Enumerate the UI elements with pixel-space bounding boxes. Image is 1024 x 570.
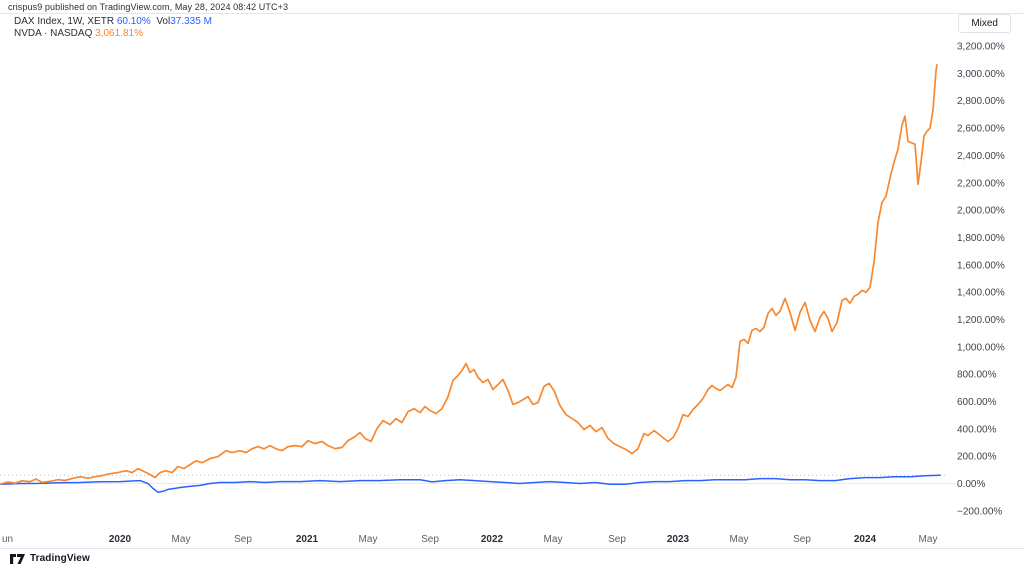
y-tick-label: 1,800.00%: [957, 233, 1005, 244]
y-tick-label: 2,400.00%: [957, 151, 1005, 162]
mixed-scale-button[interactable]: Mixed: [958, 14, 1011, 33]
y-tick-label: 600.00%: [957, 397, 997, 408]
dax-change-value: 60.10%: [116, 16, 151, 27]
x-tick-label: 2021: [296, 534, 319, 545]
grid-layer: [0, 474, 955, 484]
x-tick-label: 2022: [481, 534, 504, 545]
y-tick-label: 200.00%: [957, 452, 997, 463]
x-tick-label: 2024: [854, 534, 877, 545]
x-tick-label: May: [919, 534, 938, 545]
x-tick-label: un: [2, 534, 13, 545]
y-tick-label: 2,000.00%: [957, 206, 1005, 217]
dax-vol-label: Vol: [156, 16, 171, 27]
footer: TradingView: [10, 553, 90, 564]
y-tick-label: 1,200.00%: [957, 315, 1005, 326]
x-tick-label: Sep: [421, 534, 439, 545]
dax-vol-value: 37.335 M: [170, 16, 212, 27]
dax-symbol-title: DAX Index, 1W, XETR: [14, 16, 115, 27]
y-tick-label: 400.00%: [957, 424, 997, 435]
legend: DAX Index, 1W, XETR 60.10% Vol37.335 M N…: [14, 16, 212, 40]
x-tick-label: Sep: [608, 534, 626, 545]
header-divider: [0, 13, 1024, 14]
y-tick-label: 800.00%: [957, 370, 997, 381]
x-tick-label: Sep: [793, 534, 811, 545]
x-tick-label: 2023: [667, 534, 690, 545]
legend-row-dax: DAX Index, 1W, XETR 60.10% Vol37.335 M: [14, 16, 212, 28]
x-tick-label: 2020: [109, 534, 132, 545]
y-tick-label: 2,600.00%: [957, 124, 1005, 135]
x-axis-labels: un 2020 May Sep 2021 May Sep 2022 May Sep 2023 May S…: [2, 534, 937, 545]
y-tick-label: 1,000.00%: [957, 342, 1005, 353]
y-axis-labels: 3,200.00% 3,000.00% 2,800.00% 2,600.00% 2,40…: [957, 42, 1005, 518]
y-tick-label: −200.00%: [957, 506, 1002, 517]
tradingview-brand-link[interactable]: TradingView: [30, 553, 90, 564]
nvda-symbol-title: NVDA · NASDAQ: [14, 28, 93, 39]
x-tick-label: Sep: [234, 534, 252, 545]
x-tick-label: May: [359, 534, 378, 545]
x-tick-label: May: [544, 534, 563, 545]
series-layer: [0, 64, 941, 493]
y-tick-label: 2,800.00%: [957, 96, 1005, 107]
y-tick-label: 3,200.00%: [957, 42, 1005, 53]
footer-divider: [0, 548, 1024, 549]
legend-row-nvda: NVDA · NASDAQ 3,061.81%: [14, 28, 212, 40]
nvda-series-line: [0, 64, 938, 486]
y-tick-label: 0.00%: [957, 479, 985, 490]
x-tick-label: May: [730, 534, 749, 545]
dax-series-line: [0, 474, 941, 493]
y-tick-label: 1,600.00%: [957, 260, 1005, 271]
nvda-change-value: 3,061.81%: [95, 28, 143, 39]
y-tick-label: 3,000.00%: [957, 69, 1005, 80]
y-tick-label: 2,200.00%: [957, 178, 1005, 189]
x-tick-label: May: [172, 534, 191, 545]
attribution-text: crispus9 published on TradingView.com, M…: [8, 2, 289, 12]
y-tick-label: 1,400.00%: [957, 288, 1005, 299]
tradingview-logo-icon: [10, 553, 25, 564]
